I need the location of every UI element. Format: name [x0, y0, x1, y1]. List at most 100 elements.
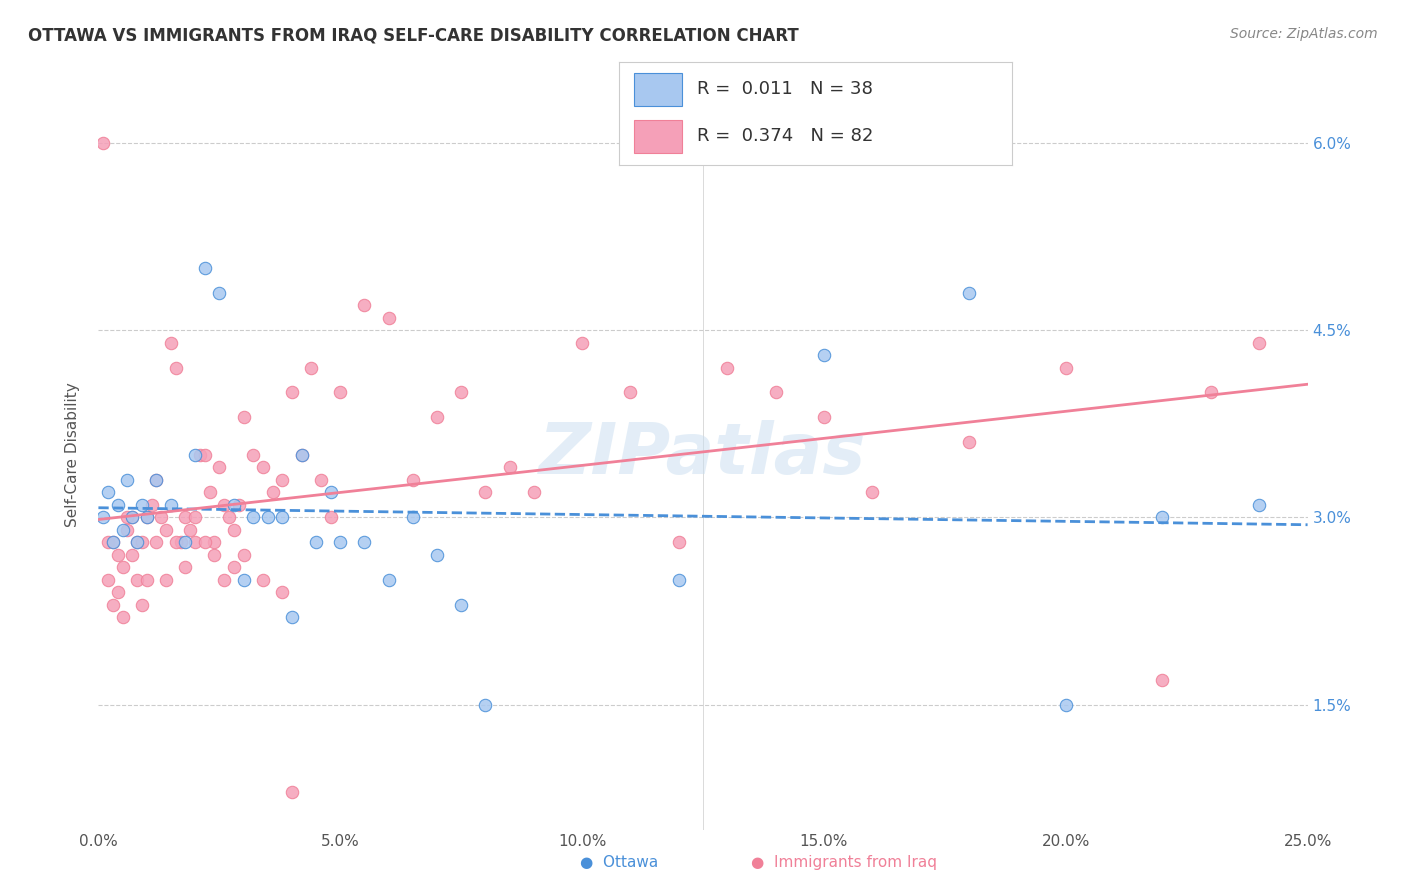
Point: [1152, 510, 1174, 524]
Y-axis label: Self-Care Disability: Self-Care Disability: [65, 383, 80, 527]
Point: [1249, 498, 1271, 512]
Point: [329, 535, 352, 549]
Point: [198, 485, 221, 500]
Point: [131, 598, 153, 612]
Point: [179, 523, 201, 537]
Point: [523, 485, 546, 500]
Point: [716, 360, 738, 375]
Point: [117, 510, 139, 524]
Point: [252, 460, 274, 475]
Point: [1152, 673, 1174, 687]
FancyBboxPatch shape: [634, 73, 682, 105]
Point: [194, 260, 217, 275]
Point: [402, 473, 425, 487]
Point: [228, 498, 250, 512]
Text: OTTAWA VS IMMIGRANTS FROM IRAQ SELF-CARE DISABILITY CORRELATION CHART: OTTAWA VS IMMIGRANTS FROM IRAQ SELF-CARE…: [28, 27, 799, 45]
Point: [145, 535, 167, 549]
Point: [271, 473, 294, 487]
Text: R =  0.011   N = 38: R = 0.011 N = 38: [697, 80, 873, 98]
Point: [619, 385, 641, 400]
Point: [97, 573, 120, 587]
Point: [97, 535, 120, 549]
Point: [290, 448, 312, 462]
Point: [281, 785, 304, 799]
Point: [668, 573, 690, 587]
Point: [305, 535, 328, 549]
Point: [299, 360, 322, 375]
Point: [121, 510, 143, 524]
Point: [242, 448, 264, 462]
Point: [117, 473, 139, 487]
Point: [957, 435, 980, 450]
Point: [309, 473, 332, 487]
Point: [319, 485, 342, 500]
Point: [232, 573, 254, 587]
Point: [1249, 335, 1271, 350]
Point: [402, 510, 425, 524]
Point: [107, 498, 129, 512]
Point: [184, 448, 207, 462]
Point: [474, 698, 496, 712]
Point: [117, 523, 139, 537]
Point: [353, 298, 375, 312]
Point: [165, 535, 187, 549]
Point: [208, 285, 231, 300]
Point: [145, 473, 167, 487]
Point: [160, 498, 183, 512]
Point: [377, 573, 399, 587]
Point: [194, 535, 217, 549]
Point: [319, 510, 342, 524]
Point: [860, 485, 883, 500]
Point: [271, 510, 294, 524]
Point: [222, 560, 245, 574]
Point: [135, 510, 157, 524]
Point: [169, 535, 191, 549]
Point: [165, 360, 187, 375]
Point: [252, 573, 274, 587]
Point: [184, 510, 207, 524]
Point: [174, 535, 197, 549]
Point: [222, 523, 245, 537]
Point: [141, 498, 163, 512]
Point: [498, 460, 520, 475]
Point: [450, 385, 472, 400]
FancyBboxPatch shape: [634, 120, 682, 153]
Point: [426, 410, 449, 425]
Point: [571, 335, 593, 350]
Point: [329, 385, 352, 400]
Point: [353, 535, 375, 549]
Point: [188, 448, 211, 462]
Point: [377, 310, 399, 325]
Point: [97, 485, 120, 500]
Point: [208, 460, 231, 475]
Point: [107, 585, 129, 599]
Point: [101, 535, 124, 549]
Point: [281, 610, 304, 624]
Point: [145, 473, 167, 487]
Point: [281, 385, 304, 400]
Text: ZIPatlas: ZIPatlas: [540, 420, 866, 490]
Point: [212, 498, 235, 512]
Point: [256, 510, 278, 524]
Point: [957, 285, 980, 300]
Point: [765, 385, 787, 400]
Point: [101, 598, 124, 612]
Point: [131, 535, 153, 549]
Point: [813, 348, 835, 362]
Point: [174, 560, 197, 574]
Point: [121, 548, 143, 562]
Point: [262, 485, 284, 500]
Point: [111, 523, 134, 537]
Point: [127, 573, 149, 587]
Point: [135, 573, 157, 587]
Point: [271, 585, 294, 599]
Point: [204, 548, 226, 562]
Point: [107, 548, 129, 562]
Point: [91, 510, 114, 524]
Point: [194, 448, 217, 462]
Text: ●  Immigrants from Iraq: ● Immigrants from Iraq: [751, 855, 936, 870]
Point: [204, 535, 226, 549]
Point: [111, 610, 134, 624]
Point: [155, 573, 177, 587]
Point: [1199, 385, 1222, 400]
